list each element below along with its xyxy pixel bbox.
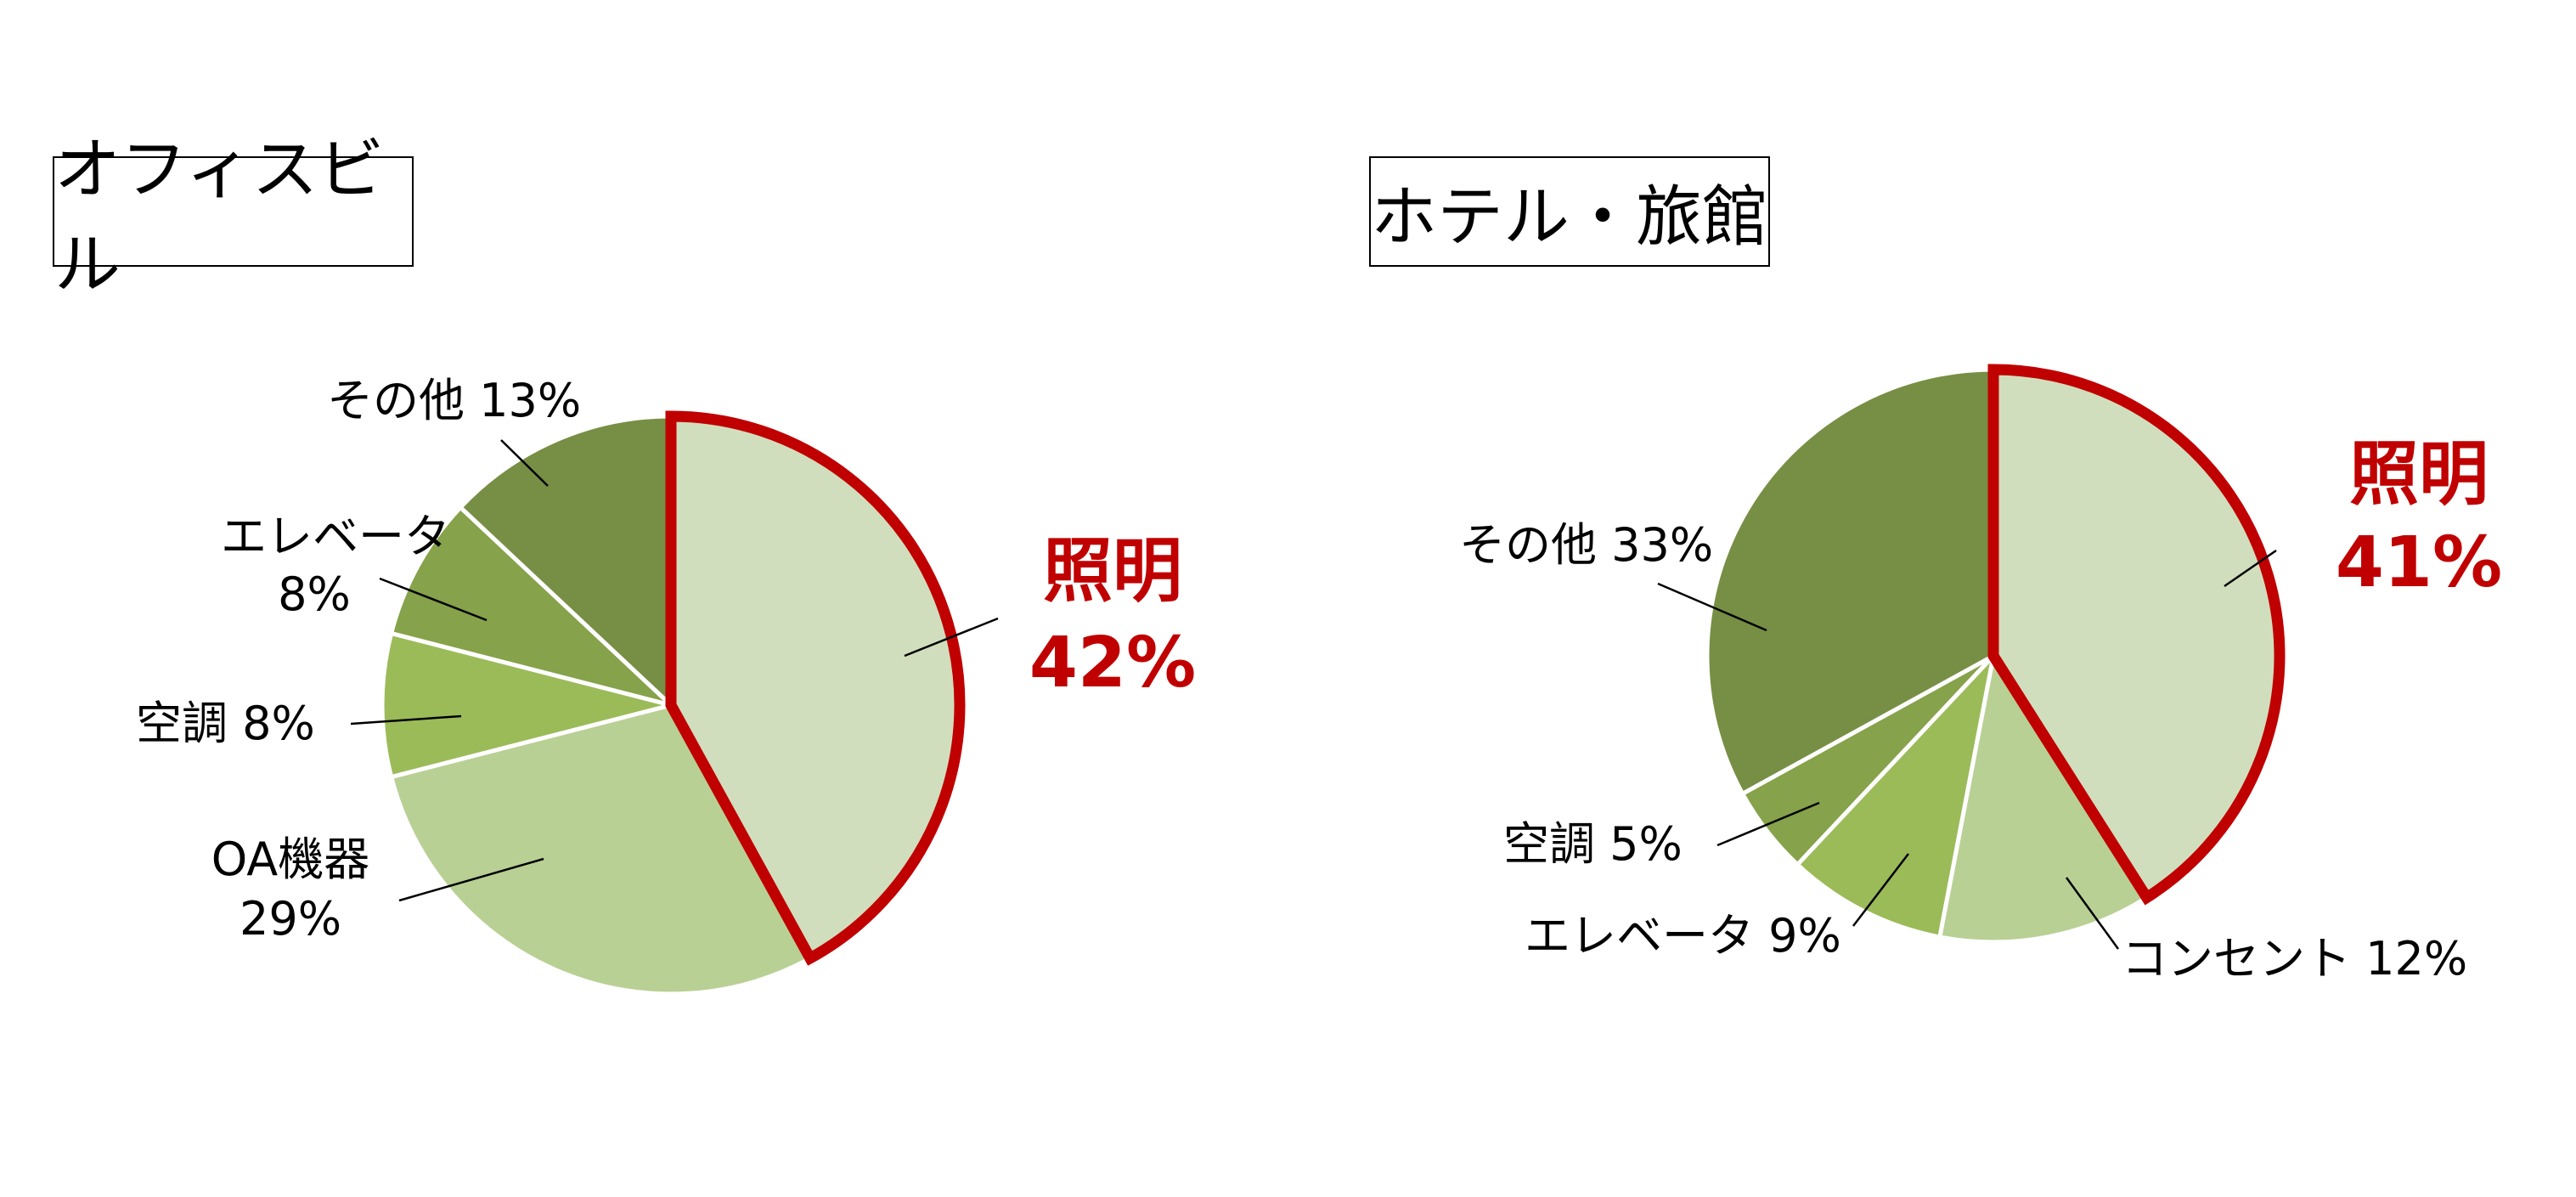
leader-line-1-0 [2224,549,2277,588]
pie-slice-0-4 [458,414,674,708]
leader-line-1-3 [1716,801,1820,847]
leader-line-0-4 [500,439,549,487]
leader-line-0-3 [379,577,488,622]
chart-title-hotel: ホテル・旅館 [1369,156,1770,267]
data-label-1-3-0: 空調 5% [1503,817,1683,871]
leader-line-1-2 [1852,853,1909,927]
leader-line-0-2 [350,714,462,726]
leader-line-0-0 [904,617,999,658]
pie-slice-1-1 [1937,653,2150,945]
data-label-1-0-1: 41% [2336,522,2502,603]
data-label-1-4-0: その他 33% [1459,518,1713,572]
leader-line-1-4 [1657,582,1767,632]
pie-slice-0-2 [380,630,674,780]
data-label-0-1-1: 29% [240,892,341,946]
data-label-1-0-0: 照明 [2349,434,2489,515]
leader-line-1-1 [2065,877,2120,950]
data-label-1-1-0: コンセント 12% [2122,932,2467,985]
data-label-0-3-0: エレベータ [221,510,450,563]
data-label-0-4-0: その他 13% [327,374,581,427]
data-label-1-2-0: エレベータ 9% [1525,909,1841,963]
data-label-0-1-0: OA機器 [211,833,370,886]
data-label-0-2-0: 空調 8% [136,697,315,750]
data-label-0-0-0: 照明 [1043,531,1182,612]
highlight-outline-0 [665,410,966,966]
data-label-0-3-1: 8% [278,567,351,621]
leader-line-0-1 [398,857,544,902]
pie-slice-1-4 [1705,367,1996,796]
pie-slice-0-3 [389,505,674,708]
data-label-0-0-1: 42% [1029,623,1196,703]
highlight-outline-1 [1987,364,2286,906]
